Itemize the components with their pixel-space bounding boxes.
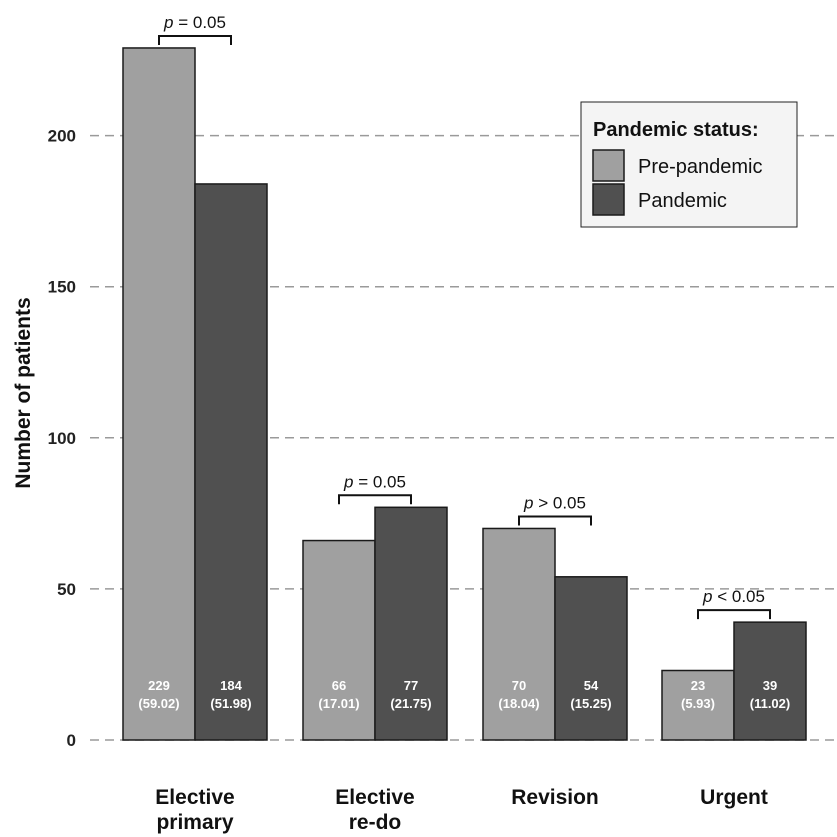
legend-swatch [592,149,625,182]
bar-count-label: 23 [691,678,705,693]
y-tick-label: 150 [48,278,76,297]
y-tick-label: 0 [67,731,76,750]
bar-pre-pandemic [482,527,556,741]
bar-count-label: 70 [512,678,526,693]
bar-count-label: 184 [220,678,242,693]
bar-count-label: 39 [763,678,777,693]
y-tick-label: 200 [48,127,76,146]
p-value-label: p > 0.05 [523,493,586,512]
legend-label: Pre-pandemic [638,156,763,178]
bar-percent-label: (21.75) [390,696,431,711]
significance-bracket [697,609,771,620]
bar-percent-label: (11.02) [750,696,790,711]
p-value-label: p < 0.05 [702,587,765,606]
bar-pre-pandemic [122,47,196,741]
bar-count-label: 66 [332,678,346,693]
y-axis-label: Number of patients [12,297,35,488]
bar-pandemic [733,621,807,741]
bar-pre-pandemic [661,669,735,741]
x-category-label: Revision [511,786,599,809]
bar-pandemic [374,506,448,741]
bar-percent-label: (17.01) [318,696,359,711]
legend-title: Pandemic status: [593,119,759,141]
x-category-label: Elective primary [155,786,234,834]
bar-percent-label: (5.93) [681,696,715,711]
bar-pandemic [194,183,268,741]
y-tick-label: 50 [57,580,76,599]
p-value-label: p = 0.05 [343,472,406,491]
legend-label: Pandemic [638,190,727,212]
legend-items: Pre-pandemic Pandemic [592,149,763,216]
bar-count-label: 77 [404,678,418,693]
bar-percent-label: (51.98) [210,696,251,711]
bar-count-label: 229 [148,678,170,693]
bar-count-label: 54 [584,678,599,693]
legend-swatch [592,183,625,216]
bar-pandemic [554,576,628,741]
bars [122,47,807,741]
bar-percent-label: (18.04) [498,696,539,711]
x-axis-category-labels: Elective primary Elective re-do Revision Urge… [155,786,768,834]
significance-annotations: p = 0.05 p = 0.05 p > 0.05 p < 0.05 [158,13,771,620]
significance-bracket [518,515,592,526]
y-tick-label: 100 [48,429,76,448]
legend: Pandemic status: Pre-pandemic Pandemic [580,101,798,228]
y-axis-ticks: 0 50 100 150 200 [48,127,76,750]
significance-bracket [158,34,232,45]
x-category-label: Urgent [700,786,768,809]
x-category-label: Elective re-do [335,786,414,834]
p-value-label: p = 0.05 [163,13,226,32]
bar-percent-label: (59.02) [138,696,179,711]
bar-data-labels: 229 (59.02) 66 (17.01) 70 (18.04) 23 (5.93) 184 (… [138,678,790,711]
bar-percent-label: (15.25) [570,696,611,711]
significance-bracket [338,494,412,505]
